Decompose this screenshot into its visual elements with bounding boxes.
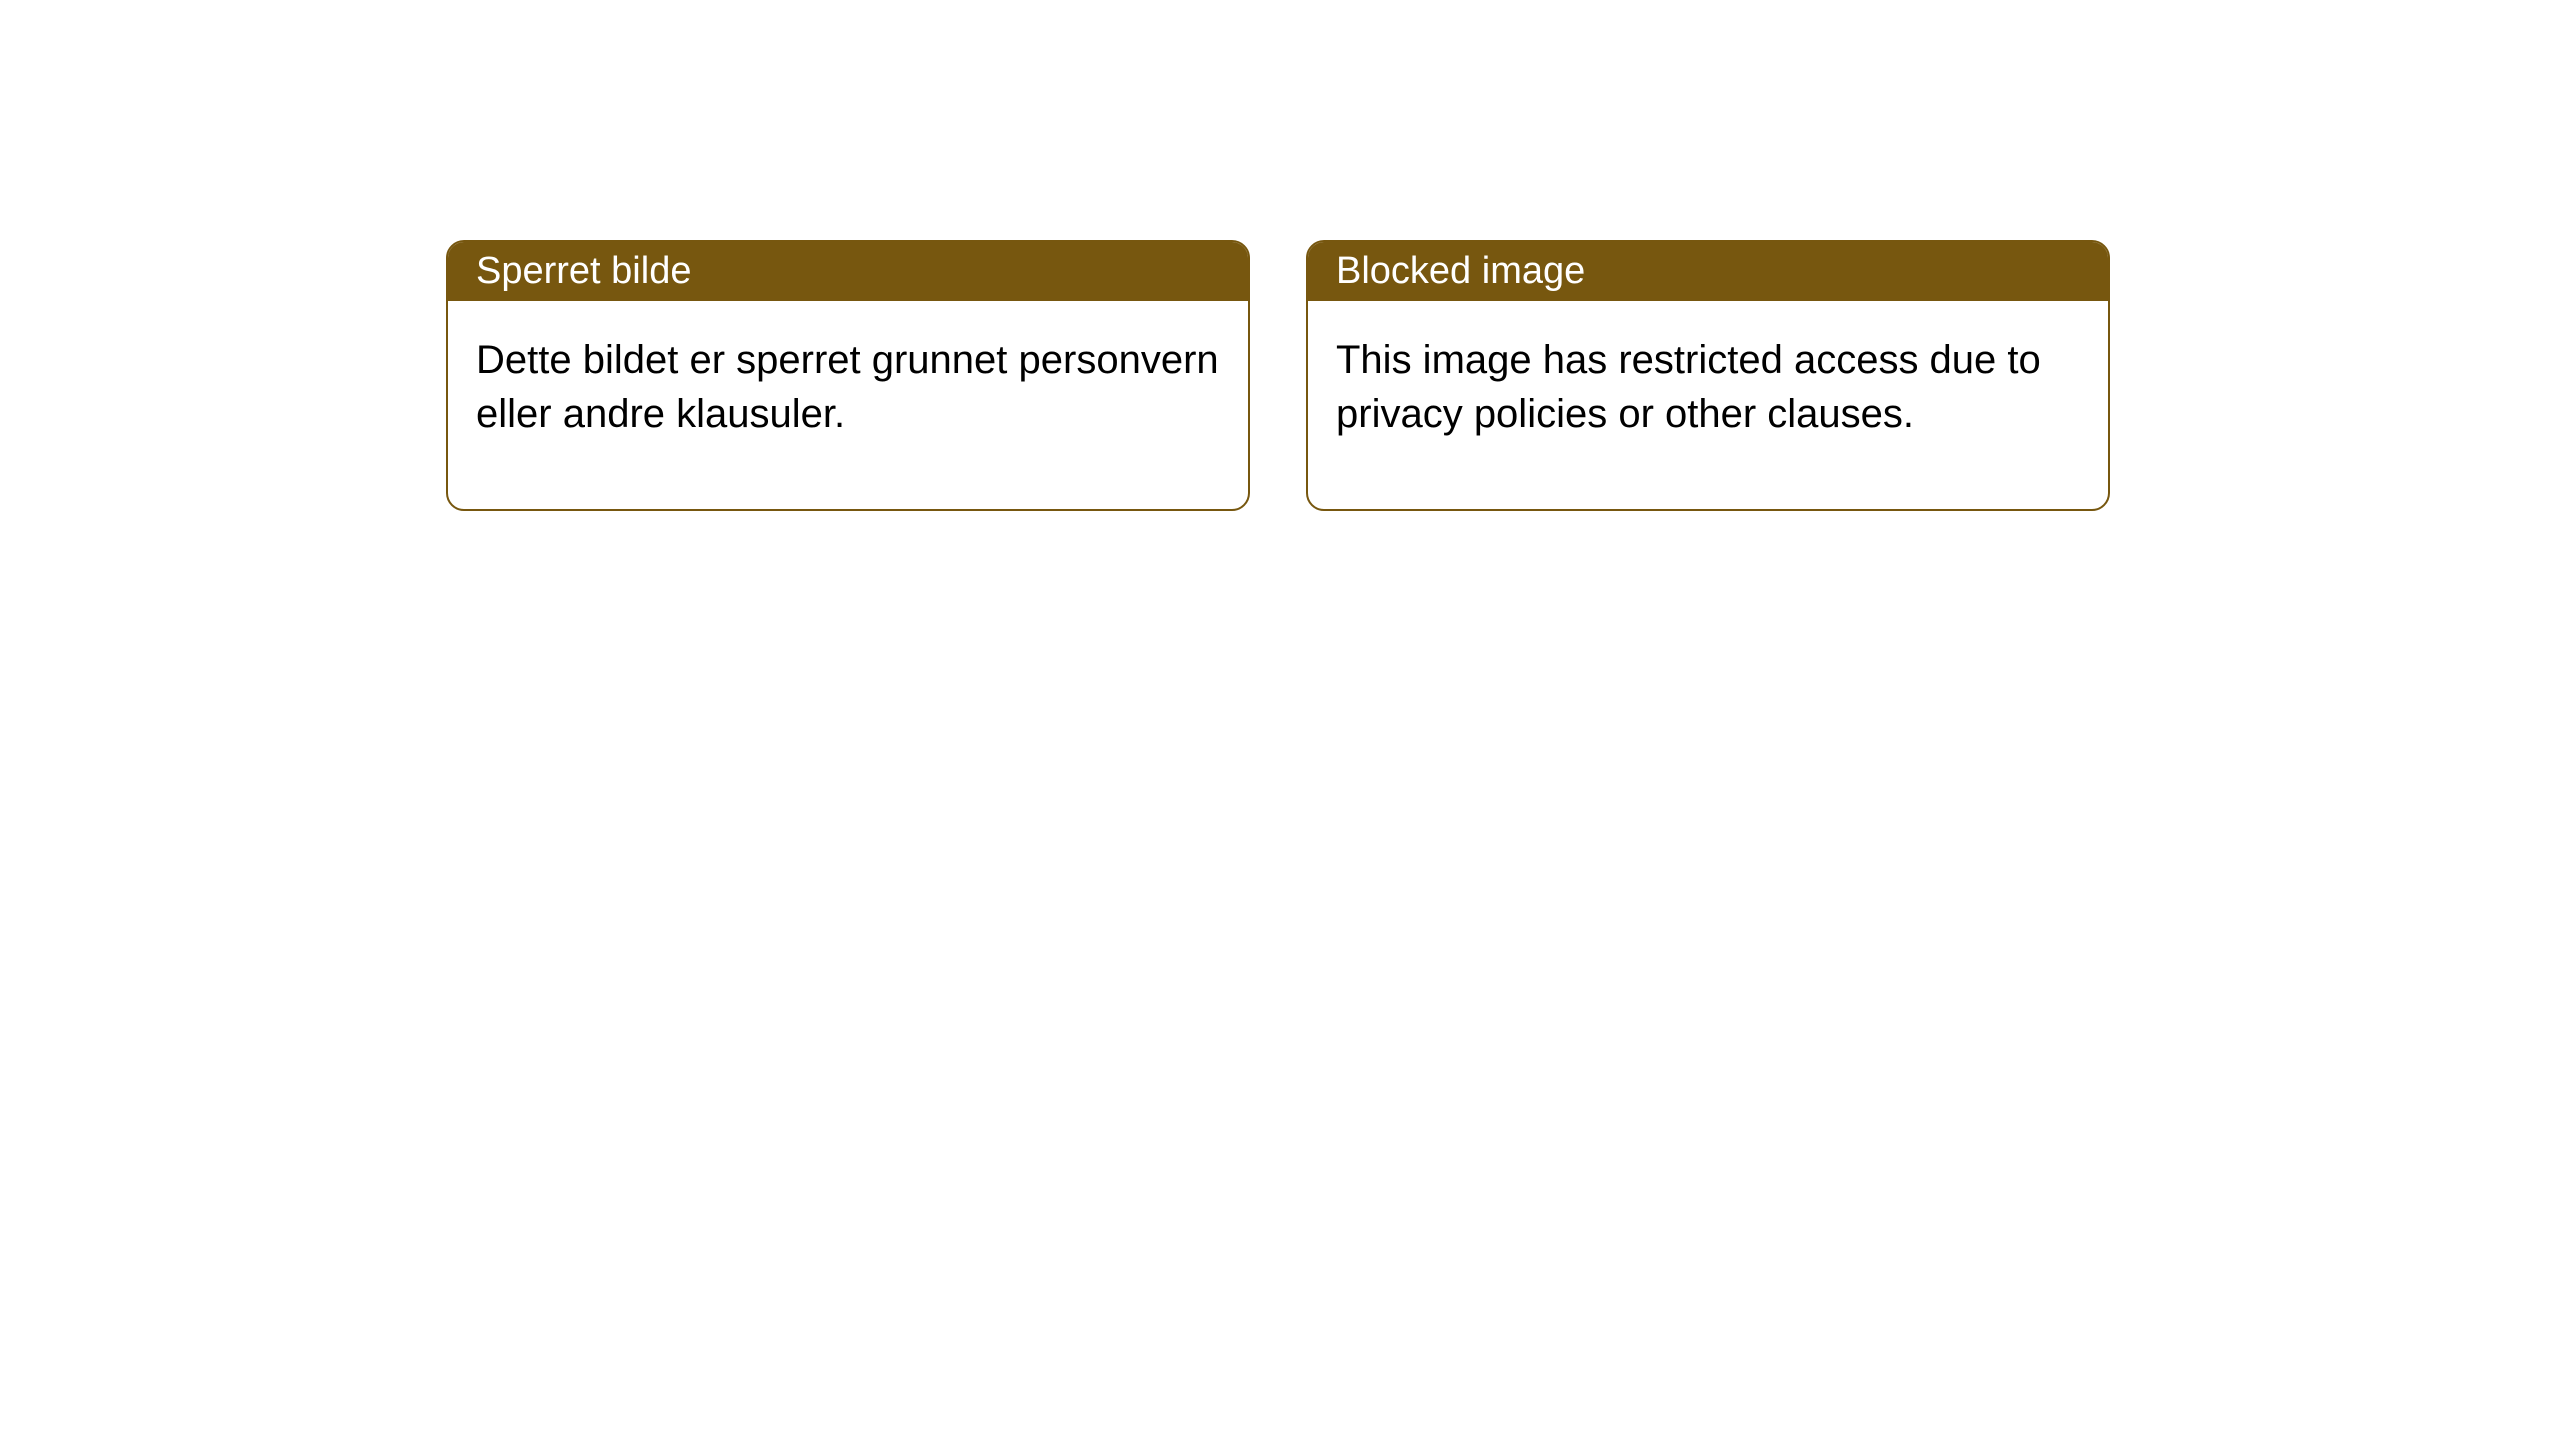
card-body: Dette bildet er sperret grunnet personve… — [448, 301, 1248, 509]
card-body-text: Dette bildet er sperret grunnet personve… — [476, 338, 1219, 436]
card-title: Sperret bilde — [476, 250, 691, 292]
card-header: Blocked image — [1308, 242, 2108, 301]
notice-cards-container: Sperret bilde Dette bildet er sperret gr… — [446, 240, 2110, 511]
card-header: Sperret bilde — [448, 242, 1248, 301]
notice-card-english: Blocked image This image has restricted … — [1306, 240, 2110, 511]
notice-card-norwegian: Sperret bilde Dette bildet er sperret gr… — [446, 240, 1250, 511]
card-body: This image has restricted access due to … — [1308, 301, 2108, 509]
card-body-text: This image has restricted access due to … — [1336, 338, 2041, 436]
card-title: Blocked image — [1336, 250, 1585, 292]
